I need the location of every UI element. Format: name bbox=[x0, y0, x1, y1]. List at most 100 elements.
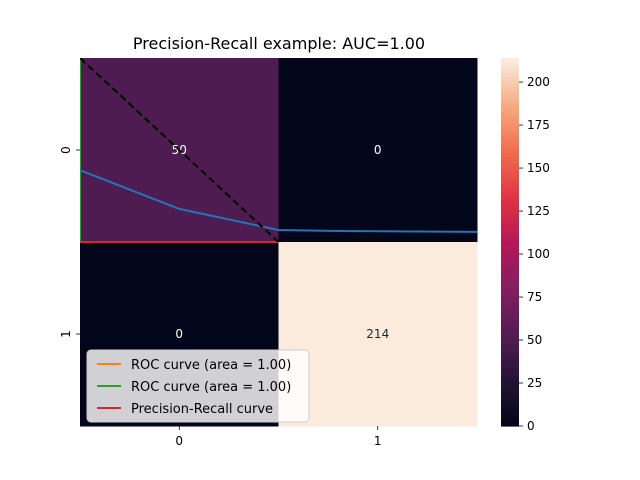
colorbar-segment bbox=[501, 134, 519, 139]
colorbar-segment bbox=[501, 91, 519, 96]
colorbar-segment bbox=[501, 119, 519, 123]
colorbar-segment bbox=[501, 324, 519, 329]
colorbar-segment bbox=[501, 284, 519, 289]
colorbar-segment bbox=[501, 220, 519, 225]
colorbar-segment bbox=[501, 419, 519, 424]
colorbar-segment bbox=[501, 110, 519, 114]
colorbar-segment bbox=[501, 137, 519, 142]
colorbar-segment bbox=[501, 248, 519, 252]
colorbar-segment bbox=[501, 309, 519, 314]
colorbar-segment bbox=[501, 211, 519, 215]
colorbar-segment bbox=[501, 85, 519, 90]
legend-label: ROC curve (area = 1.00) bbox=[131, 380, 291, 395]
colorbar-segment bbox=[501, 294, 519, 298]
colorbar-segment bbox=[501, 358, 519, 363]
colorbar-tick-label: 100 bbox=[527, 247, 550, 261]
colorbar-segment bbox=[501, 223, 519, 228]
x-tick-label: 0 bbox=[175, 434, 183, 448]
colorbar-segment bbox=[501, 186, 519, 191]
colorbar-segment bbox=[501, 183, 519, 188]
colorbar-segment bbox=[501, 150, 519, 154]
colorbar-segment bbox=[501, 297, 519, 301]
colorbar-segment bbox=[501, 337, 519, 341]
colorbar-segment bbox=[501, 272, 519, 277]
cell-value: 0 bbox=[175, 327, 183, 341]
colorbar-segment bbox=[501, 107, 519, 111]
colorbar-segment bbox=[501, 254, 519, 258]
colorbar-tick-label: 175 bbox=[527, 118, 550, 132]
series-line bbox=[80, 58, 280, 243]
colorbar-segment bbox=[501, 422, 519, 427]
colorbar-segment bbox=[501, 321, 519, 326]
colorbar-segment bbox=[501, 300, 519, 304]
colorbar-segment bbox=[501, 140, 519, 145]
colorbar-segment bbox=[501, 306, 519, 311]
colorbar-segment bbox=[501, 61, 519, 65]
colorbar-segment bbox=[501, 205, 519, 209]
colorbar-segment bbox=[501, 58, 519, 62]
colorbar-segment bbox=[501, 168, 519, 173]
colorbar-segment bbox=[501, 392, 519, 396]
legend-box bbox=[86, 349, 310, 423]
colorbar-segment bbox=[501, 153, 519, 157]
colorbar-segment bbox=[501, 370, 519, 375]
cell-value: 0 bbox=[374, 143, 382, 157]
colorbar-segment bbox=[501, 251, 519, 255]
legend-label: Precision-Recall curve bbox=[131, 402, 273, 417]
colorbar-segment bbox=[501, 82, 519, 87]
colorbar-segment bbox=[501, 407, 519, 412]
colorbar-segment bbox=[501, 352, 519, 357]
colorbar-segment bbox=[501, 214, 519, 219]
colorbar-segment bbox=[501, 113, 519, 117]
colorbar-segment bbox=[501, 376, 519, 381]
colorbar-segment bbox=[501, 291, 519, 295]
colorbar-segment bbox=[501, 383, 519, 387]
colorbar-segment bbox=[501, 199, 519, 203]
legend: ROC curve (area = 1.00) ROC curve (area =… bbox=[86, 349, 310, 423]
colorbar-segment bbox=[501, 395, 519, 399]
colorbar-segment bbox=[501, 257, 519, 261]
colorbar-segment bbox=[501, 64, 519, 68]
colorbar-segment bbox=[501, 100, 519, 105]
colorbar-segment bbox=[501, 303, 519, 307]
colorbar-tick-label: 50 bbox=[527, 333, 542, 347]
overlay-group bbox=[80, 58, 477, 243]
colorbar-segment bbox=[501, 318, 519, 323]
colorbar-segment bbox=[501, 159, 519, 163]
y-tick-label: 0 bbox=[59, 146, 73, 154]
x-tick-label: 1 bbox=[374, 434, 382, 448]
colorbar-segment bbox=[501, 404, 519, 409]
colorbar-segment bbox=[501, 70, 519, 74]
colorbar-tick-label: 25 bbox=[527, 376, 542, 390]
colorbar-tick-label: 150 bbox=[527, 161, 550, 175]
colorbar-segment bbox=[501, 367, 519, 372]
colorbar-tick-label: 0 bbox=[527, 419, 535, 433]
colorbar-segment bbox=[501, 79, 519, 84]
colorbar-segment bbox=[501, 174, 519, 179]
colorbar-segment bbox=[501, 349, 519, 353]
y-tick-label: 1 bbox=[59, 330, 73, 338]
colorbar-segment bbox=[501, 202, 519, 206]
axis-ticks: 0 1 0 1 bbox=[59, 146, 382, 448]
colorbar-segment bbox=[501, 288, 519, 292]
colorbar-segment bbox=[501, 340, 519, 344]
cell-value: 214 bbox=[366, 327, 389, 341]
colorbar-segment bbox=[501, 192, 519, 197]
colorbar-segment bbox=[501, 364, 519, 369]
heatmap-cell bbox=[278, 242, 478, 427]
colorbar-segment bbox=[501, 238, 519, 243]
colorbar-segment bbox=[501, 217, 519, 222]
colorbar-segment bbox=[501, 260, 519, 265]
colorbar-segment bbox=[501, 413, 519, 418]
colorbar-segment bbox=[501, 386, 519, 390]
colorbar-segment bbox=[501, 269, 519, 274]
colorbar-segment bbox=[501, 226, 519, 231]
colorbar-segment bbox=[501, 232, 519, 237]
colorbar-segment bbox=[501, 242, 519, 246]
colorbar-segment bbox=[501, 315, 519, 320]
colorbar-segment bbox=[501, 401, 519, 406]
colorbar-segment bbox=[501, 94, 519, 99]
colorbar-segment bbox=[501, 165, 519, 169]
colorbar-tick-label: 75 bbox=[527, 290, 542, 304]
